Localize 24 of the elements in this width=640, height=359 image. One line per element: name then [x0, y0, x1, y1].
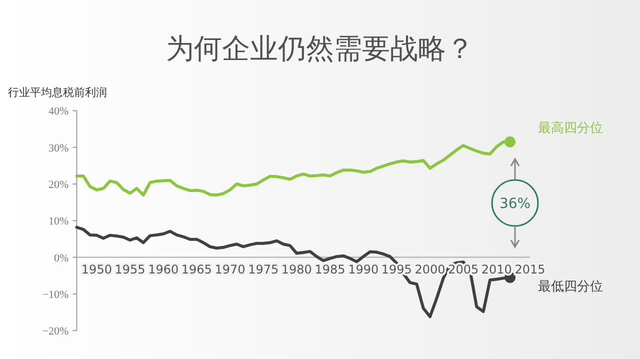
y-tick-label: 0%: [54, 252, 69, 264]
x-tick-label: 1980: [281, 262, 312, 276]
x-tick-label: 1960: [148, 262, 179, 276]
series-label: 最低四分位: [538, 279, 603, 294]
chart-title: 为何企业仍然需要战略？: [166, 32, 474, 65]
x-tick-label: 2000: [414, 262, 446, 276]
y-tick-label: −10%: [42, 288, 69, 301]
x-tick-label: 1965: [181, 262, 212, 276]
x-tick-label: 1985: [314, 262, 346, 276]
x-tick-label: 1955: [114, 262, 146, 276]
x-tick-label: 2010: [481, 262, 512, 276]
y-tick-label: 30%: [48, 142, 69, 154]
annotation: 36%: [499, 196, 531, 212]
series-label: 最高四分位: [538, 120, 603, 136]
y-tick-label: −20%: [42, 326, 69, 338]
y-axis-title: 行业平均息税前利润: [8, 86, 107, 99]
x-tick-label: 1990: [348, 262, 379, 276]
x-tick-label: 1970: [214, 262, 246, 276]
y-tick-label: 20%: [48, 179, 69, 191]
x-tick-label: 2015: [514, 262, 546, 276]
y-tick-label: 40%: [48, 106, 69, 118]
x-tick-label: 1975: [248, 262, 279, 276]
x-tick-label: 1950: [81, 262, 112, 276]
y-tick-label: 10%: [48, 216, 69, 228]
